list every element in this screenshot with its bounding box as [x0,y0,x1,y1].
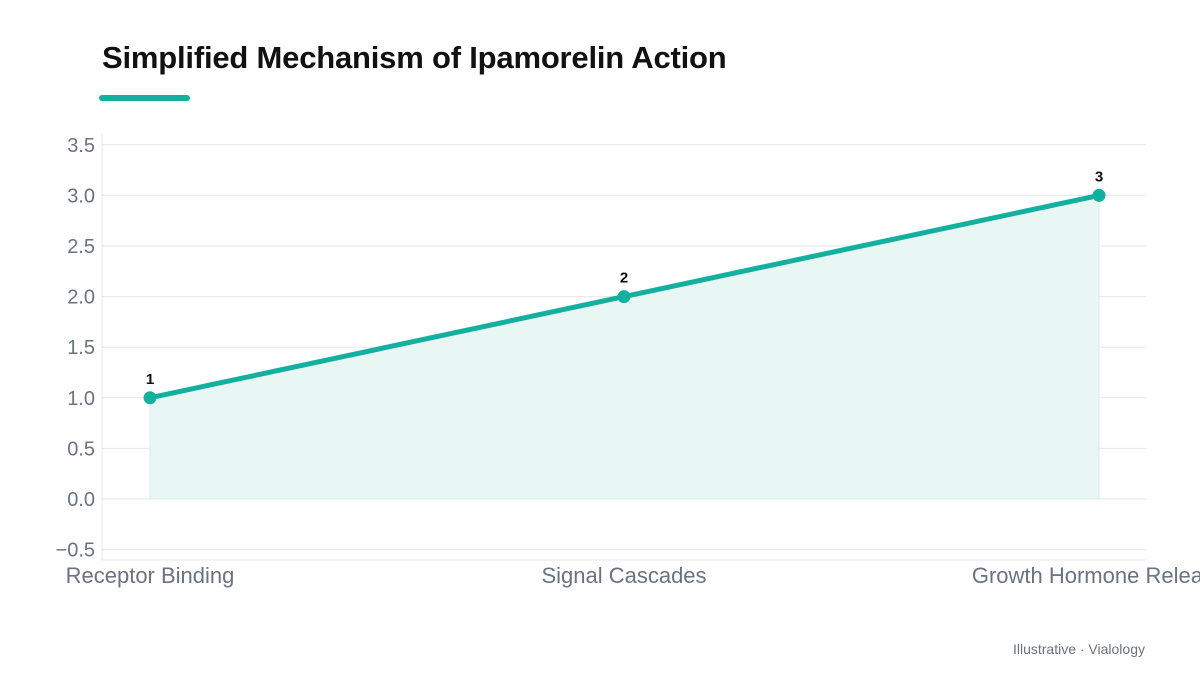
data-label: 2 [620,270,628,287]
y-axis-ticks: −0.5 0.0 0.5 1.0 1.5 2.0 2.5 3.0 3.5 [56,135,95,562]
y-tick-label: 1.5 [67,337,95,359]
source-footer: Illustrative · Vialology [1012,641,1145,657]
y-tick-label: 0.5 [67,438,95,460]
y-tick-label: 2.5 [67,236,95,258]
x-tick-label: Signal Cascades [541,563,706,588]
axes [101,134,1146,561]
y-tick-label: 3.5 [67,135,95,157]
title-accent-bar [99,95,190,101]
data-point [617,290,631,304]
data-label: 3 [1095,168,1103,185]
y-tick-label: 2.0 [67,287,95,309]
data-points [143,188,1106,405]
data-labels: 1 2 3 [146,168,1103,387]
x-tick-label: Growth Hormone Release [972,563,1200,588]
chart-title: Simplified Mechanism of Ipamorelin Actio… [102,40,727,75]
data-point [1092,188,1106,202]
y-tick-label: 1.0 [67,388,95,410]
y-tick-label: 0.0 [67,489,95,511]
y-tick-label: −0.5 [56,540,95,562]
x-tick-label: Receptor Binding [66,563,235,588]
data-label: 1 [146,371,154,388]
x-axis-ticks: Receptor Binding Signal Cascades Growth Ho… [66,563,1200,588]
data-point [143,391,157,405]
y-tick-label: 3.0 [67,185,95,207]
